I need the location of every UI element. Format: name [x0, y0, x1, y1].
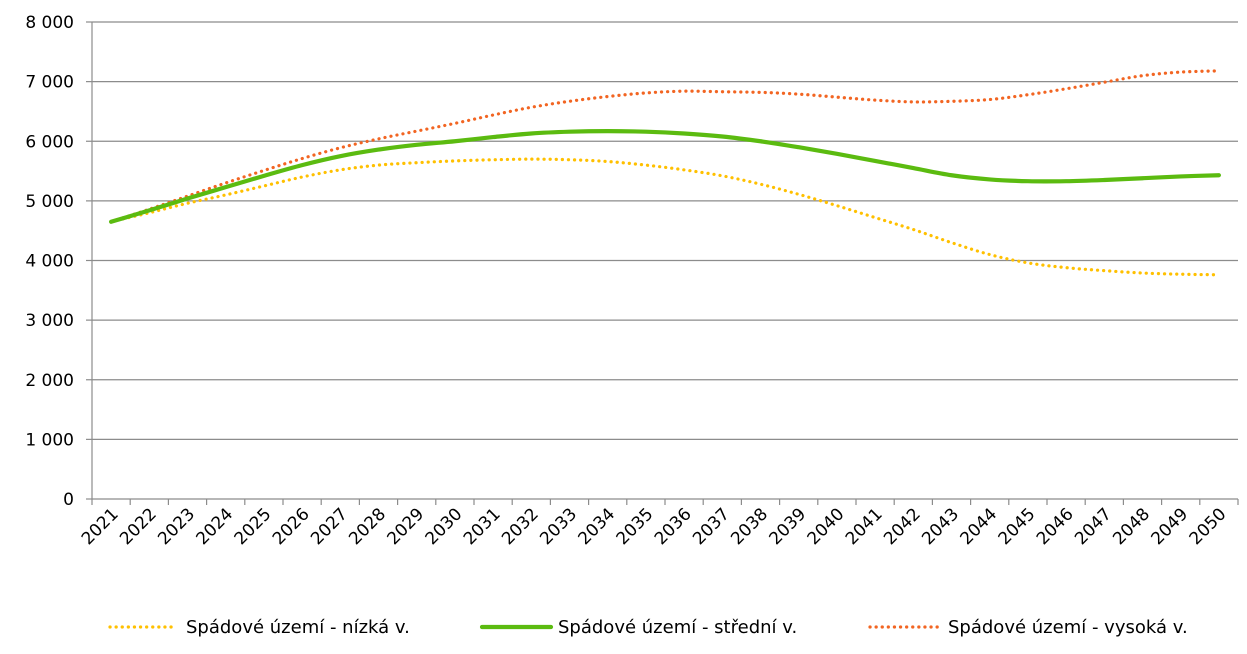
x-tick-label: 2040	[804, 504, 849, 549]
series-lines	[109, 69, 1221, 277]
x-tick-label: 2030	[422, 504, 467, 549]
x-axis-ticks: 2021202220232024202520262027202820292030…	[78, 499, 1239, 549]
legend-label-2: Spádové území - střední v.	[558, 617, 797, 638]
x-tick-label: 2024	[192, 504, 237, 549]
x-tick-label: 2034	[575, 504, 620, 549]
x-tick-label: 2031	[460, 504, 505, 549]
x-tick-label: 2028	[345, 504, 390, 549]
x-tick-label: 2039	[766, 504, 811, 549]
x-tick-label: 2035	[613, 504, 658, 549]
y-tick-label: 6 000	[25, 132, 74, 152]
series-line-3	[109, 69, 1221, 224]
y-tick-label: 2 000	[25, 371, 74, 391]
x-tick-label: 2043	[918, 504, 963, 549]
x-tick-label: 2032	[498, 504, 543, 549]
y-tick-label: 5 000	[25, 192, 74, 212]
x-tick-label: 2041	[842, 504, 887, 549]
legend-label-3: Spádové území - vysoká v.	[948, 617, 1188, 638]
y-tick-label: 7 000	[25, 73, 74, 93]
x-tick-label: 2038	[727, 504, 772, 549]
x-tick-label: 2022	[116, 504, 161, 549]
x-tick-label: 2044	[957, 504, 1002, 549]
x-tick-label: 2037	[689, 504, 734, 549]
y-tick-label: 3 000	[25, 311, 74, 331]
y-tick-label: 1 000	[25, 430, 74, 450]
x-tick-label: 2021	[78, 504, 123, 549]
legend-label-1: Spádové území - nízká v.	[186, 617, 410, 638]
x-tick-label: 2046	[1033, 504, 1078, 549]
x-tick-label: 2045	[995, 504, 1040, 549]
series-line-2	[109, 129, 1221, 224]
legend: Spádové území - nízká v. Spádové území - …	[108, 617, 1188, 638]
y-tick-label: 0	[63, 490, 74, 510]
gridlines	[92, 21, 1238, 440]
x-tick-label: 2025	[231, 504, 276, 549]
series-line-1	[109, 157, 1221, 277]
x-tick-label: 2026	[269, 504, 314, 549]
x-tick-label: 2023	[154, 504, 199, 549]
x-tick-label: 2049	[1147, 504, 1192, 549]
y-axis-ticks: 0 1 000 2 000 3 000 4 000 5 000 6 000 7 000 8 00…	[25, 13, 92, 510]
x-tick-label: 2029	[384, 504, 429, 549]
y-tick-label: 8 000	[25, 13, 74, 33]
x-tick-label: 2033	[536, 504, 581, 549]
x-tick-label: 2047	[1071, 504, 1116, 549]
x-tick-label: 2048	[1109, 504, 1154, 549]
x-tick-label: 2036	[651, 504, 696, 549]
y-tick-label: 4 000	[25, 252, 74, 272]
x-tick-label: 2027	[307, 504, 352, 549]
x-tick-label: 2042	[880, 504, 925, 549]
x-tick-label: 2050	[1186, 504, 1231, 549]
